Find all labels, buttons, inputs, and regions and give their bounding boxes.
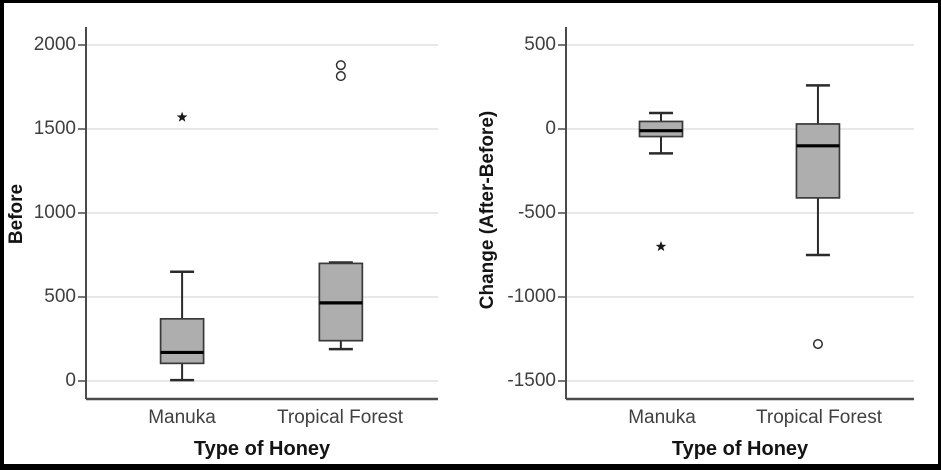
outlier-star-marker — [176, 111, 188, 122]
y-tick-label: -1000 — [507, 286, 556, 307]
outlier-circle-marker — [335, 60, 346, 71]
category-label-tropical-forest: Tropical Forest — [756, 407, 882, 428]
category-label-manuka: Manuka — [148, 407, 216, 428]
x-axis-title: Type of Honey — [193, 438, 331, 460]
y-tick-label: 1500 — [33, 118, 76, 139]
y-tick-label: 500 — [524, 34, 556, 55]
box-tropical-forest — [795, 123, 841, 199]
box-manuka — [638, 120, 684, 138]
figure-canvas: 2000 1500 1000 500 0 500 0 -500 -1000 -1… — [4, 3, 938, 464]
outlier-circle-marker — [812, 338, 824, 350]
y-tick-label: -500 — [517, 202, 556, 223]
y-tick-label: -1500 — [507, 370, 556, 391]
y-tick-label: 1000 — [33, 202, 76, 223]
outlier-circle-marker — [335, 71, 346, 82]
box-manuka — [159, 317, 205, 365]
y-tick-label: 2000 — [33, 34, 76, 55]
y-tick-label: 500 — [44, 286, 76, 307]
y-axis-title: Change (After-Before) — [477, 110, 498, 310]
outlier-star-marker — [655, 241, 667, 252]
y-tick-label: 0 — [545, 118, 556, 139]
y-tick-label: 0 — [65, 370, 76, 391]
boxplot-figure — [78, 27, 914, 401]
y-axis-title: Before — [6, 183, 27, 245]
category-label-manuka: Manuka — [628, 407, 696, 428]
x-axis-title: Type of Honey — [671, 438, 809, 460]
category-label-tropical-forest: Tropical Forest — [277, 407, 403, 428]
